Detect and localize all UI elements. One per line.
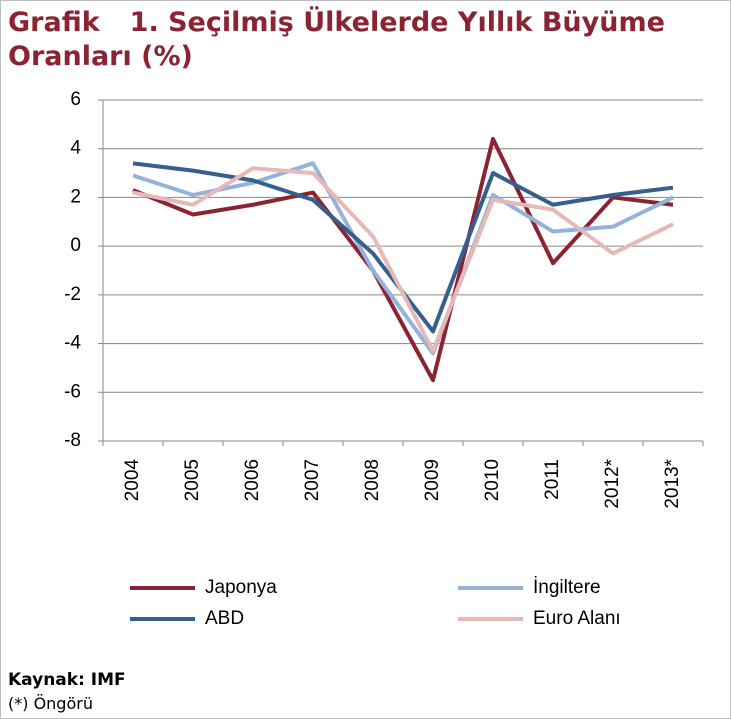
y-tick-label: -4 [64,333,81,354]
x-tick-label: 2010 [482,459,503,501]
title-label: Grafik [8,7,100,38]
note: (*) Öngörü [8,694,93,713]
x-tick-label: 2013* [662,458,683,508]
chart-title: 1. Seçilmiş Ülkelerde Yıllık Büyüme Oran… [8,7,665,72]
legend-label: Japonya [205,577,277,598]
title: Grafik 1. Seçilmiş Ülkelerde Yıllık Büyüm… [8,6,688,74]
y-tick-label: 4 [70,138,81,159]
line [132,161,674,334]
y-tick-label: 0 [70,235,81,256]
x-tick-label: 2012* [602,458,623,508]
x-tick-label: 2008 [362,459,383,501]
legend-label: İngiltere [533,577,601,598]
x-tick-label: 2006 [242,459,263,501]
y-tick-label: -8 [64,430,81,451]
y-tick-label: -6 [64,381,81,402]
legend-label: ABD [205,608,244,629]
x-tick-label: 2004 [122,459,143,502]
line [132,166,674,353]
y-tick-label: -2 [64,284,81,305]
x-tick-label: 2009 [422,459,443,501]
source: Kaynak: IMF [8,670,126,690]
x-tick-label: 2007 [302,459,323,501]
x-tick-label: 2005 [182,459,203,501]
y-tick-label: 2 [70,186,81,207]
legend-label: Euro Alanı [533,608,621,629]
x-tick-label: 2011 [542,459,563,500]
y-tick-label: 6 [70,89,81,110]
